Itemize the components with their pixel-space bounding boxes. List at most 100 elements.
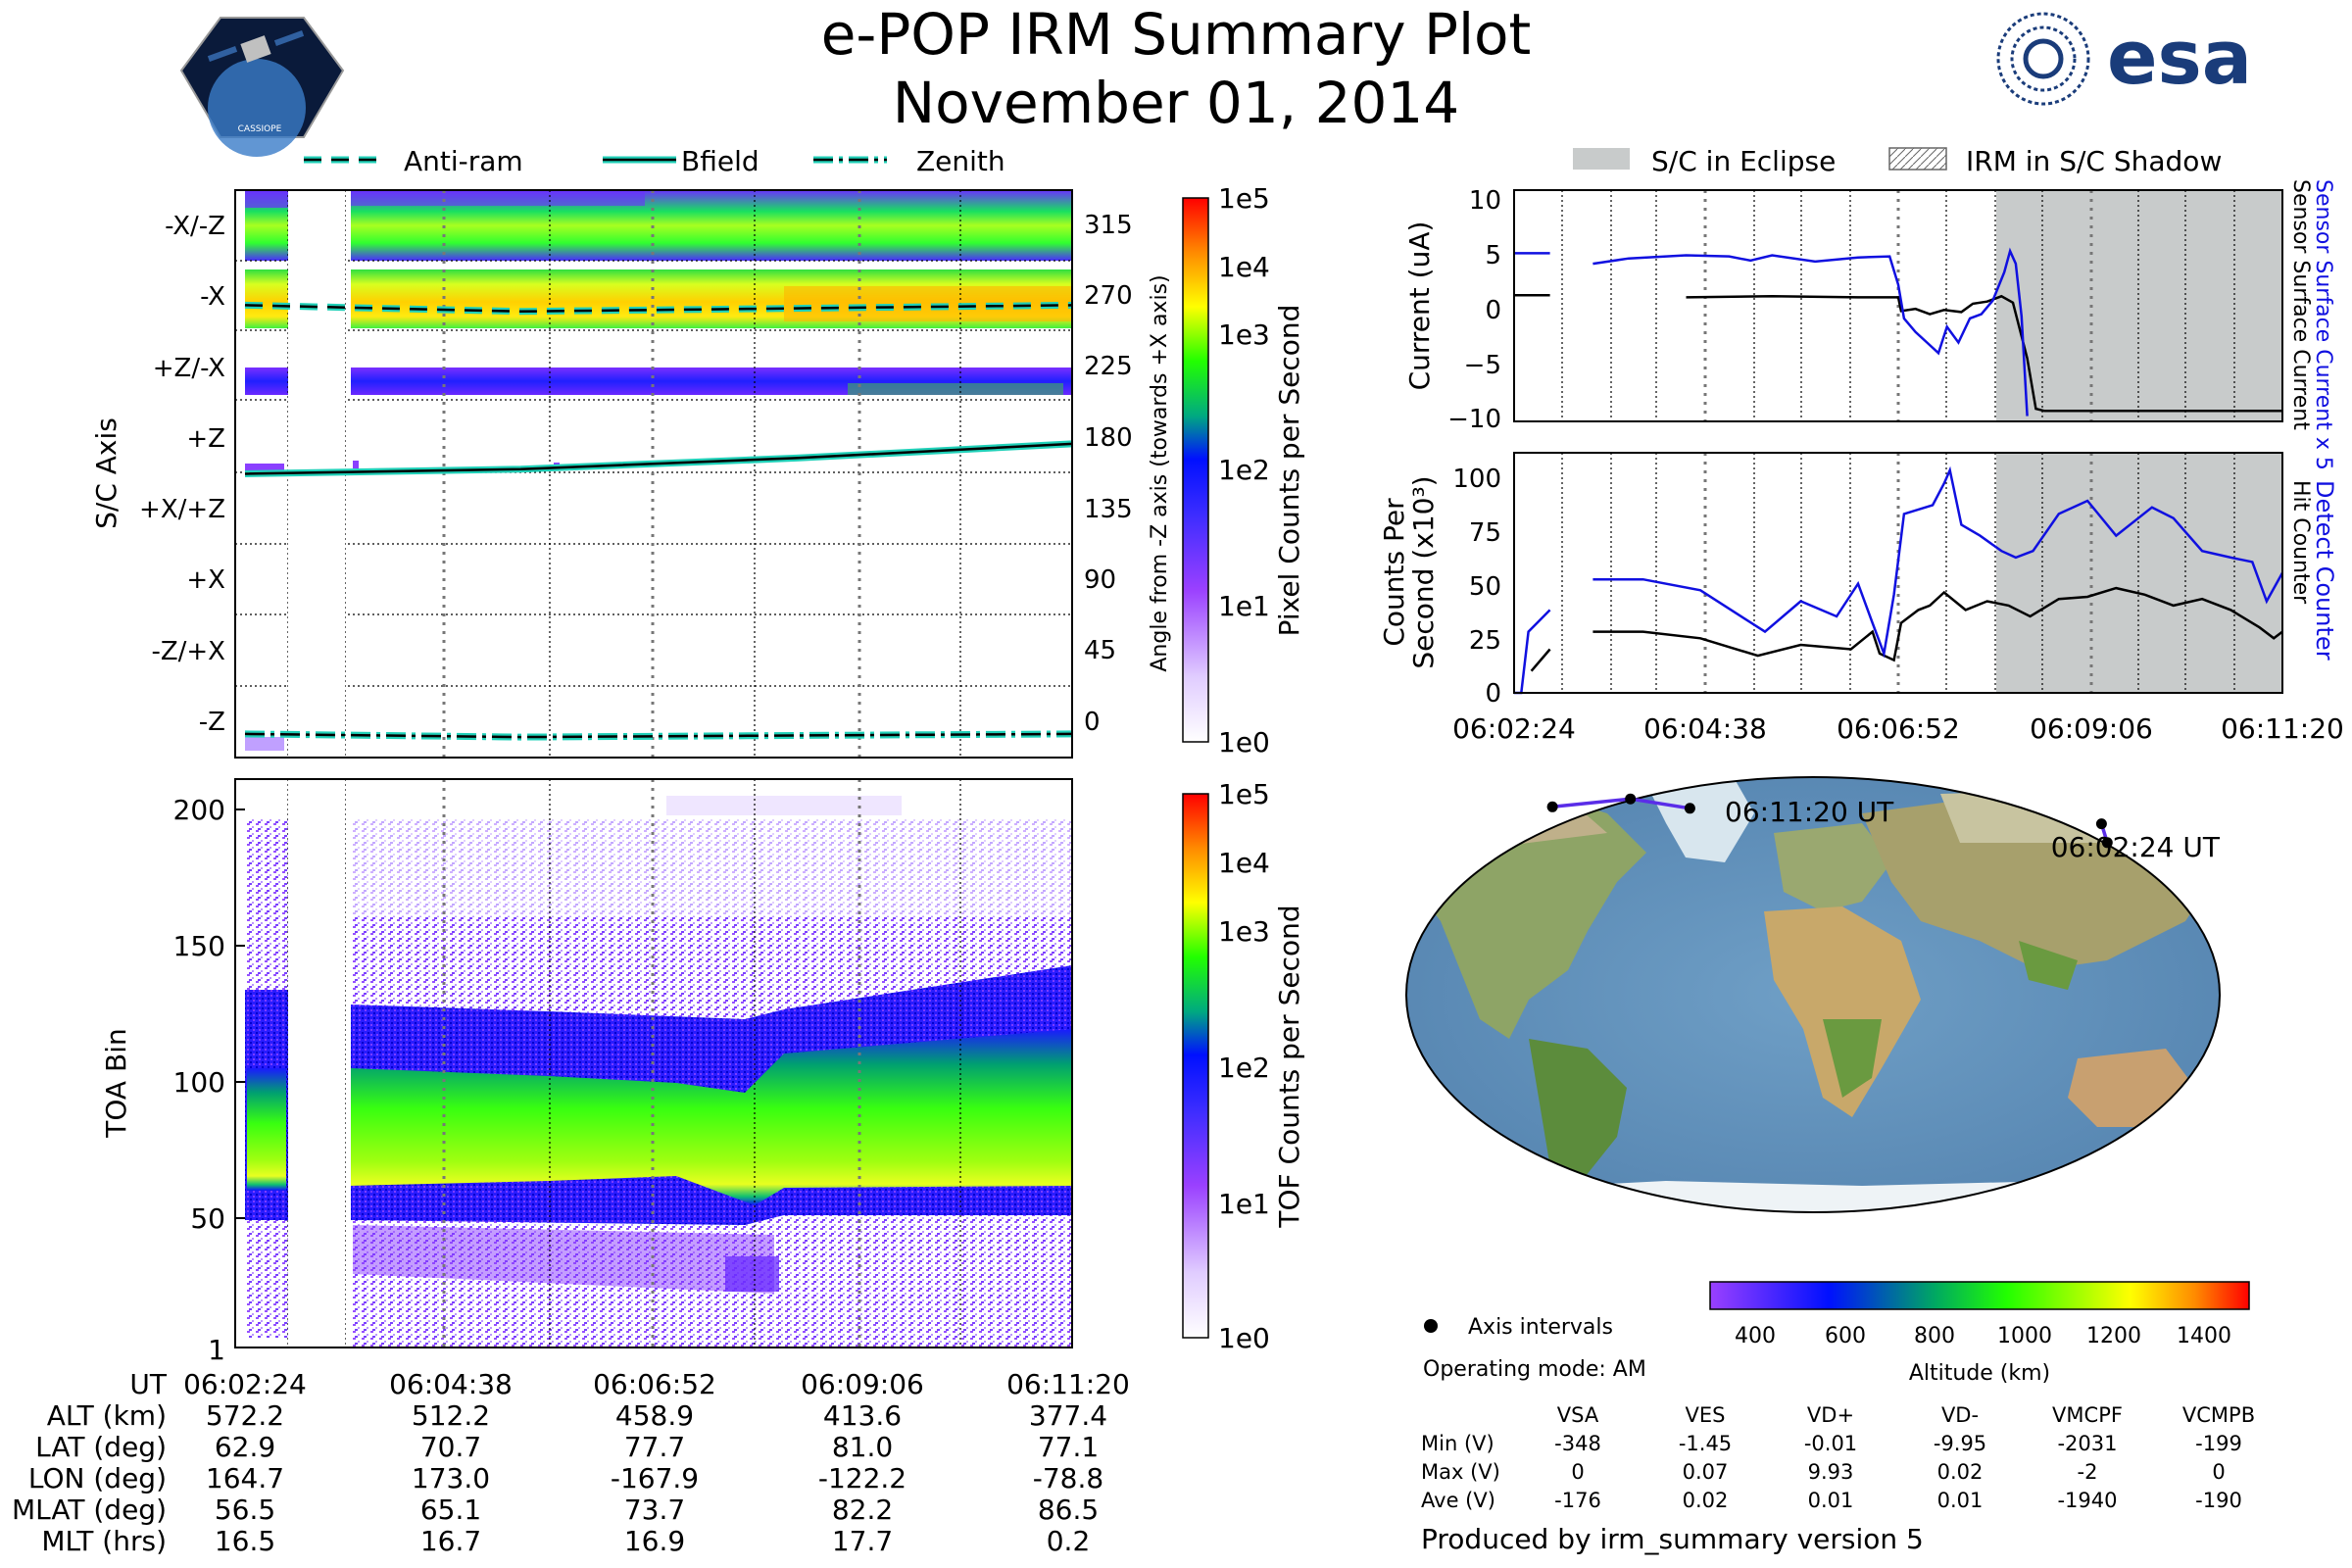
sc-axis-angle-tick: 135	[1084, 495, 1133, 524]
orbit-track-point	[1625, 793, 1637, 805]
tof-ytick: 50	[190, 1202, 225, 1235]
voltage-cell: -2	[2078, 1460, 2098, 1484]
ephemeris-cell: 572.2	[206, 1399, 284, 1432]
ephemeris-cell: 173.0	[412, 1462, 490, 1494]
ephemeris-cell: 70.7	[420, 1431, 481, 1463]
current-ytick: −10	[1447, 405, 1501, 434]
current-ytick: 0	[1485, 296, 1501, 325]
sc-line-bfield	[244, 442, 1073, 475]
ephemeris-cell: 06:11:20	[1006, 1368, 1130, 1400]
voltage-row-label: Ave (V)	[1421, 1489, 1495, 1512]
current-series-black	[1514, 294, 2282, 413]
voltage-cell: 0.02	[1683, 1489, 1729, 1512]
pixel-colorbar-tick: 1e2	[1218, 454, 1270, 486]
tof-colorbar-tick: 1e5	[1218, 778, 1270, 810]
tof-colorbar: 1e5 1e4 1e3 1e2 1e1 1e0 TOF Counts per S…	[1182, 778, 1305, 1354]
voltage-cell: -190	[2195, 1489, 2242, 1512]
legend-shadow-label: IRM in S/C Shadow	[1966, 145, 2222, 177]
sc-axis-angle-tick: 90	[1084, 565, 1116, 595]
produced-by: Produced by irm_summary version 5	[1421, 1523, 1924, 1555]
ephemeris-row-label: MLAT (deg)	[12, 1494, 167, 1526]
current-panel: 10 5 0 −5 −10 Current (uA) Sensor Surfac…	[1403, 179, 2335, 470]
ephemeris-cell: 77.7	[624, 1431, 685, 1463]
sc-line-anti-ram	[244, 304, 1073, 314]
tof-ytick: 150	[173, 930, 225, 962]
track-start-label: 06:02:24 UT	[2051, 831, 2221, 863]
counter-panel: 100 75 50 25 0 06:02:24 06:04:38 06:06:5…	[1378, 452, 2344, 745]
sc-axis-left-ticks: -X/-Z -X +Z/-X +Z +X/+Z +X -Z/+X -Z	[139, 212, 225, 737]
counter-gridlines	[1561, 453, 2235, 693]
tof-major-gridlines	[442, 779, 861, 1348]
ephemeris-cell: 77.1	[1038, 1431, 1099, 1463]
ephemeris-cell: 413.6	[823, 1399, 902, 1432]
sc-axis-tick-label: -Z/+X	[151, 637, 225, 666]
esa-logo-text: esa	[2107, 14, 2252, 101]
ephemeris-row-label: LON (deg)	[28, 1462, 167, 1494]
tof-colorbar-tick: 1e1	[1218, 1188, 1270, 1220]
altitude-colorbar-label: Altitude (km)	[1909, 1361, 2050, 1386]
ephemeris-row-label: LAT (deg)	[35, 1431, 167, 1463]
sc-axis-panel: -X/-Z -X +Z/-X +Z +X/+Z +X -Z/+X -Z 315 …	[90, 189, 1172, 759]
voltage-cell: -0.01	[1804, 1432, 1857, 1455]
top-legend: Anti-ram Bfield Zenith	[304, 145, 1005, 177]
altitude-tick: 800	[1914, 1324, 1955, 1348]
voltage-cell: 0.07	[1683, 1460, 1729, 1484]
counter-yticks: 100 75 50 25 0	[1452, 465, 1501, 709]
legend-eclipse-swatch	[1573, 148, 1630, 170]
tof-ytick: 200	[173, 794, 225, 826]
counter-ytick: 75	[1469, 518, 1501, 548]
orbit-track	[1546, 793, 2113, 849]
orbit-track-point	[1684, 803, 1695, 814]
tof-colorbar-tick: 1e0	[1218, 1322, 1270, 1354]
ephemeris-cell: 56.5	[215, 1494, 275, 1526]
counter-frame	[1513, 452, 2283, 694]
ephemeris-cell: 16.9	[624, 1525, 685, 1557]
voltage-cell: -2031	[2057, 1432, 2117, 1455]
pixel-colorbar-tick: 1e3	[1218, 318, 1270, 351]
counter-xticks: 06:02:24 06:04:38 06:06:52 06:09:06 06:1…	[1452, 712, 2344, 745]
sc-axis-angle-tick: 0	[1084, 708, 1101, 737]
sc-axis-tick-label: +X	[186, 565, 225, 595]
counter-right-label-blue: Detect Counter	[2311, 480, 2338, 661]
altitude-tick: 1000	[1997, 1324, 2052, 1348]
tof-colorbar-label: TOF Counts per Second	[1273, 905, 1305, 1228]
orbit-track-point	[1546, 801, 1558, 812]
sc-axis-tick-label: +Z/-X	[153, 354, 225, 383]
ephemeris-cell: 86.5	[1038, 1494, 1099, 1526]
legend-bfield-label: Bfield	[681, 145, 760, 177]
counter-xtick: 06:06:52	[1837, 712, 1960, 745]
current-ytick: −5	[1464, 351, 1501, 380]
voltage-cell: 0	[1571, 1460, 1584, 1484]
altitude-colorbar: 400 600 800 1000 1200 1400 Altitude (km)	[1709, 1281, 2250, 1386]
pixel-colorbar-tick: 1e1	[1218, 590, 1270, 622]
ephemeris-cell: 62.9	[215, 1431, 275, 1463]
voltage-header: VCMPB	[2182, 1403, 2255, 1427]
voltage-header: VD+	[1807, 1403, 1854, 1427]
legend-anti-ram-label: Anti-ram	[404, 145, 523, 177]
sc-axis-ylabel: S/C Axis	[90, 417, 122, 529]
current-lines	[1514, 247, 2282, 416]
ephemeris-row-label: MLT (hrs)	[41, 1525, 167, 1557]
sc-axis-tick-label: -X	[200, 282, 225, 312]
voltage-cell: -9.95	[1934, 1432, 1986, 1455]
operating-mode: Operating mode: AM	[1423, 1357, 1646, 1382]
pixel-colorbar-tick: 1e5	[1218, 182, 1270, 215]
ephemeris-cell: -122.2	[818, 1462, 906, 1494]
voltage-cell: -1.45	[1679, 1432, 1732, 1455]
ephemeris-cell: -78.8	[1033, 1462, 1103, 1494]
orbit-track-point	[2095, 818, 2107, 830]
ephemeris-cell: 06:02:24	[183, 1368, 307, 1400]
counter-ytick: 0	[1485, 679, 1501, 709]
sc-axis-tick-label: +X/+Z	[139, 495, 225, 524]
ephemeris-cell: 06:06:52	[593, 1368, 716, 1400]
current-ylabel: Current (uA)	[1403, 221, 1436, 391]
right-legend: S/C in Eclipse IRM in S/C Shadow	[1573, 145, 2222, 177]
axis-interval-label: Axis intervals	[1468, 1315, 1613, 1340]
world-map: 06:11:20 UT 06:02:24 UT	[1405, 776, 2221, 1213]
ephemeris-cell: 458.9	[615, 1399, 694, 1432]
voltage-cell: 0	[2212, 1460, 2225, 1484]
voltage-cell: 0.01	[1808, 1489, 1854, 1512]
ephemeris-row-label: UT	[129, 1368, 167, 1400]
orbit-track-point	[2101, 837, 2113, 849]
